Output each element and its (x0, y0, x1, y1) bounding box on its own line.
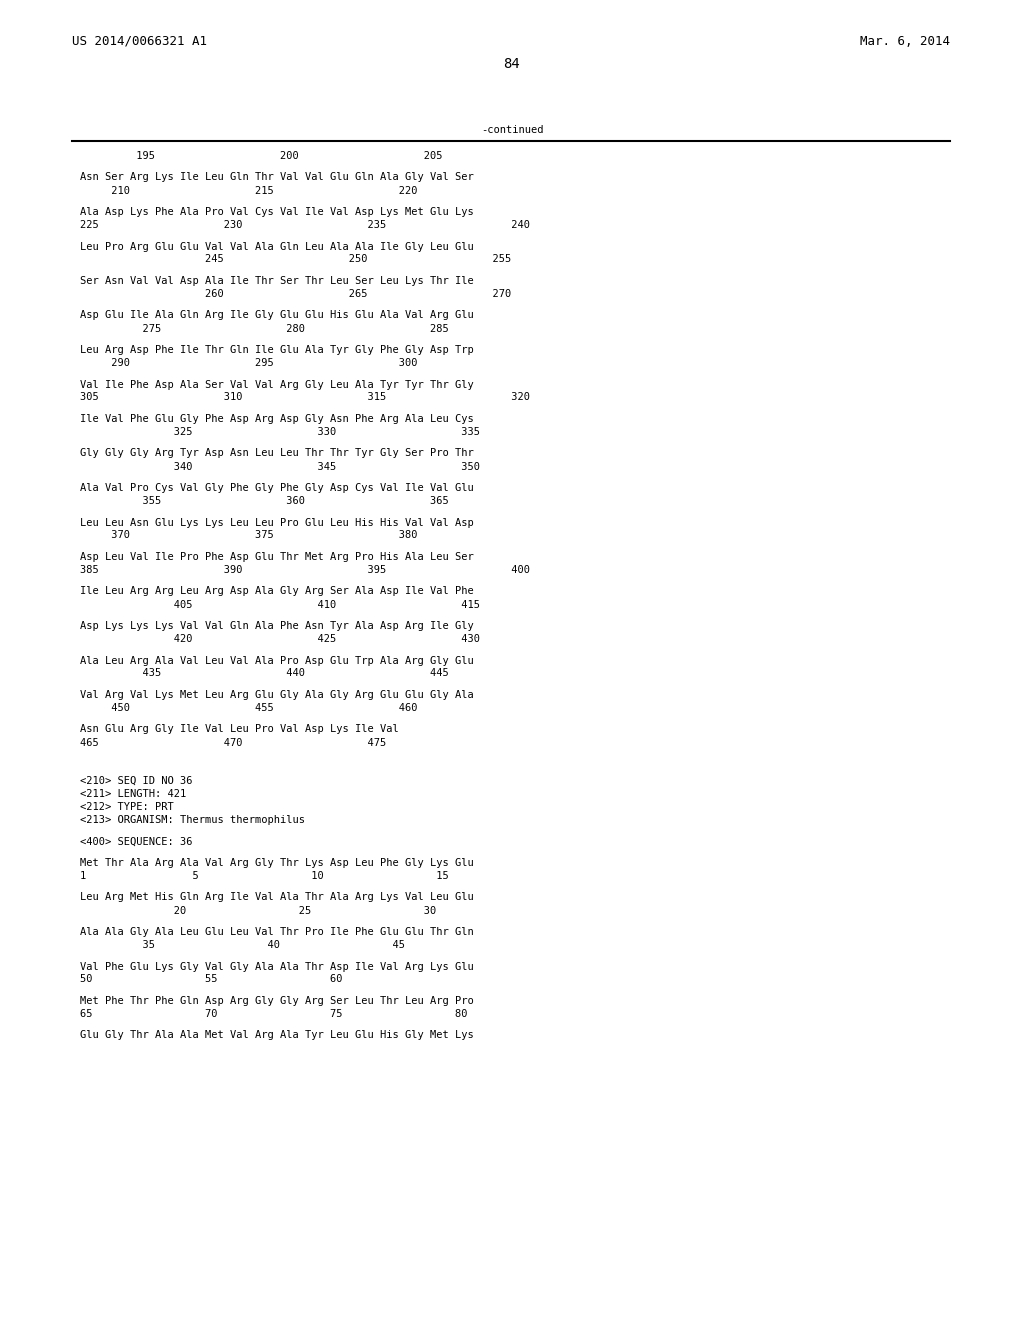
Text: 245                    250                    255: 245 250 255 (80, 255, 511, 264)
Text: Leu Arg Met His Gln Arg Ile Val Ala Thr Ala Arg Lys Val Leu Glu: Leu Arg Met His Gln Arg Ile Val Ala Thr … (80, 892, 474, 903)
Text: 225                    230                    235                    240: 225 230 235 240 (80, 220, 530, 230)
Text: -continued: -continued (480, 125, 544, 135)
Text: 195                    200                    205: 195 200 205 (80, 150, 442, 161)
Text: Asn Glu Arg Gly Ile Val Leu Pro Val Asp Lys Ile Val: Asn Glu Arg Gly Ile Val Leu Pro Val Asp … (80, 725, 398, 734)
Text: Ala Val Pro Cys Val Gly Phe Gly Phe Gly Asp Cys Val Ile Val Glu: Ala Val Pro Cys Val Gly Phe Gly Phe Gly … (80, 483, 474, 492)
Text: US 2014/0066321 A1: US 2014/0066321 A1 (72, 36, 207, 48)
Text: Ala Asp Lys Phe Ala Pro Val Cys Val Ile Val Asp Lys Met Glu Lys: Ala Asp Lys Phe Ala Pro Val Cys Val Ile … (80, 207, 474, 216)
Text: 290                    295                    300: 290 295 300 (80, 358, 418, 368)
Text: Met Thr Ala Arg Ala Val Arg Gly Thr Lys Asp Leu Phe Gly Lys Glu: Met Thr Ala Arg Ala Val Arg Gly Thr Lys … (80, 858, 474, 869)
Text: <212> TYPE: PRT: <212> TYPE: PRT (80, 803, 174, 812)
Text: Asp Glu Ile Ala Gln Arg Ile Gly Glu Glu His Glu Ala Val Arg Glu: Asp Glu Ile Ala Gln Arg Ile Gly Glu Glu … (80, 310, 474, 321)
Text: Gly Gly Gly Arg Tyr Asp Asn Leu Leu Thr Thr Tyr Gly Ser Pro Thr: Gly Gly Gly Arg Tyr Asp Asn Leu Leu Thr … (80, 449, 474, 458)
Text: Leu Arg Asp Phe Ile Thr Gln Ile Glu Ala Tyr Gly Phe Gly Asp Trp: Leu Arg Asp Phe Ile Thr Gln Ile Glu Ala … (80, 345, 474, 355)
Text: 465                    470                    475: 465 470 475 (80, 738, 386, 747)
Text: Glu Gly Thr Ala Ala Met Val Arg Ala Tyr Leu Glu His Gly Met Lys: Glu Gly Thr Ala Ala Met Val Arg Ala Tyr … (80, 1031, 474, 1040)
Text: Val Ile Phe Asp Ala Ser Val Val Arg Gly Leu Ala Tyr Tyr Thr Gly: Val Ile Phe Asp Ala Ser Val Val Arg Gly … (80, 380, 474, 389)
Text: Mar. 6, 2014: Mar. 6, 2014 (860, 36, 950, 48)
Text: Asp Lys Lys Lys Val Val Gln Ala Phe Asn Tyr Ala Asp Arg Ile Gly: Asp Lys Lys Lys Val Val Gln Ala Phe Asn … (80, 620, 474, 631)
Text: <211> LENGTH: 421: <211> LENGTH: 421 (80, 789, 186, 799)
Text: 370                    375                    380: 370 375 380 (80, 531, 418, 540)
Text: 1                 5                  10                  15: 1 5 10 15 (80, 871, 449, 880)
Text: 50                  55                  60: 50 55 60 (80, 974, 342, 985)
Text: 450                    455                    460: 450 455 460 (80, 704, 418, 713)
Text: Ala Ala Gly Ala Leu Glu Leu Val Thr Pro Ile Phe Glu Glu Thr Gln: Ala Ala Gly Ala Leu Glu Leu Val Thr Pro … (80, 927, 474, 937)
Text: 210                    215                    220: 210 215 220 (80, 186, 418, 195)
Text: 405                    410                    415: 405 410 415 (80, 599, 480, 610)
Text: 35                  40                  45: 35 40 45 (80, 940, 406, 950)
Text: <210> SEQ ID NO 36: <210> SEQ ID NO 36 (80, 776, 193, 785)
Text: 325                    330                    335: 325 330 335 (80, 426, 480, 437)
Text: 84: 84 (504, 57, 520, 71)
Text: <400> SEQUENCE: 36: <400> SEQUENCE: 36 (80, 837, 193, 846)
Text: Asp Leu Val Ile Pro Phe Asp Glu Thr Met Arg Pro His Ala Leu Ser: Asp Leu Val Ile Pro Phe Asp Glu Thr Met … (80, 552, 474, 562)
Text: 305                    310                    315                    320: 305 310 315 320 (80, 392, 530, 403)
Text: 355                    360                    365: 355 360 365 (80, 496, 449, 506)
Text: Ser Asn Val Val Asp Ala Ile Thr Ser Thr Leu Ser Leu Lys Thr Ile: Ser Asn Val Val Asp Ala Ile Thr Ser Thr … (80, 276, 474, 286)
Text: 20                  25                  30: 20 25 30 (80, 906, 436, 916)
Text: Ala Leu Arg Ala Val Leu Val Ala Pro Asp Glu Trp Ala Arg Gly Glu: Ala Leu Arg Ala Val Leu Val Ala Pro Asp … (80, 656, 474, 665)
Text: 65                  70                  75                  80: 65 70 75 80 (80, 1008, 468, 1019)
Text: Leu Leu Asn Glu Lys Lys Leu Leu Pro Glu Leu His His Val Val Asp: Leu Leu Asn Glu Lys Lys Leu Leu Pro Glu … (80, 517, 474, 528)
Text: 340                    345                    350: 340 345 350 (80, 462, 480, 471)
Text: Ile Val Phe Glu Gly Phe Asp Arg Asp Gly Asn Phe Arg Ala Leu Cys: Ile Val Phe Glu Gly Phe Asp Arg Asp Gly … (80, 414, 474, 424)
Text: 260                    265                    270: 260 265 270 (80, 289, 511, 300)
Text: Asn Ser Arg Lys Ile Leu Gln Thr Val Val Glu Gln Ala Gly Val Ser: Asn Ser Arg Lys Ile Leu Gln Thr Val Val … (80, 173, 474, 182)
Text: Leu Pro Arg Glu Glu Val Val Ala Gln Leu Ala Ala Ile Gly Leu Glu: Leu Pro Arg Glu Glu Val Val Ala Gln Leu … (80, 242, 474, 252)
Text: 385                    390                    395                    400: 385 390 395 400 (80, 565, 530, 576)
Text: 435                    440                    445: 435 440 445 (80, 668, 449, 678)
Text: Ile Leu Arg Arg Leu Arg Asp Ala Gly Arg Ser Ala Asp Ile Val Phe: Ile Leu Arg Arg Leu Arg Asp Ala Gly Arg … (80, 586, 474, 597)
Text: Met Phe Thr Phe Gln Asp Arg Gly Gly Arg Ser Leu Thr Leu Arg Pro: Met Phe Thr Phe Gln Asp Arg Gly Gly Arg … (80, 997, 474, 1006)
Text: 275                    280                    285: 275 280 285 (80, 323, 449, 334)
Text: 420                    425                    430: 420 425 430 (80, 634, 480, 644)
Text: <213> ORGANISM: Thermus thermophilus: <213> ORGANISM: Thermus thermophilus (80, 814, 305, 825)
Text: Val Arg Val Lys Met Leu Arg Glu Gly Ala Gly Arg Glu Glu Gly Ala: Val Arg Val Lys Met Leu Arg Glu Gly Ala … (80, 690, 474, 700)
Text: Val Phe Glu Lys Gly Val Gly Ala Ala Thr Asp Ile Val Arg Lys Glu: Val Phe Glu Lys Gly Val Gly Ala Ala Thr … (80, 961, 474, 972)
